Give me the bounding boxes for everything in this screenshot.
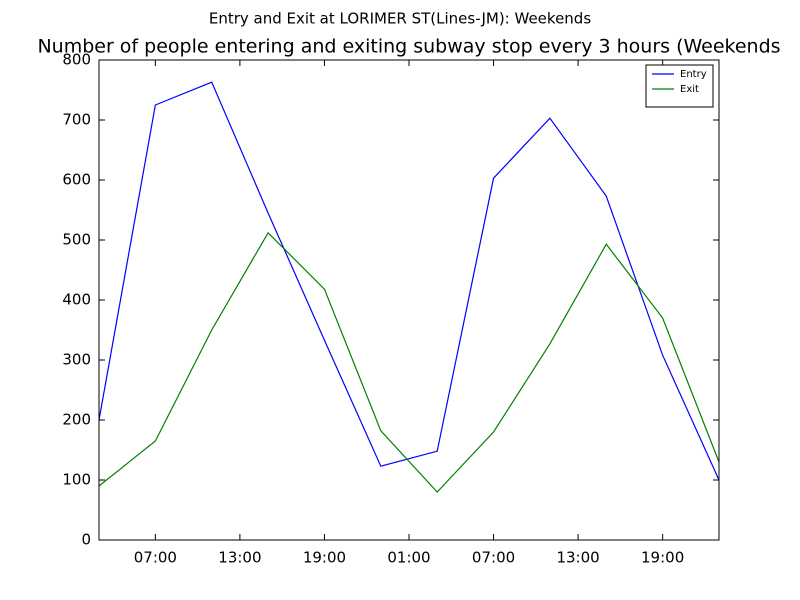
y-tick-label: 600 xyxy=(62,171,91,189)
y-tick-label: 100 xyxy=(62,471,91,489)
x-tick-label: 13:00 xyxy=(218,549,261,567)
x-tick-label: 01:00 xyxy=(387,549,430,567)
y-tick-label: 800 xyxy=(62,51,91,69)
x-tick-label: 07:00 xyxy=(134,549,177,567)
legend-label: Entry xyxy=(680,69,707,80)
legend-label: Exit xyxy=(680,84,699,95)
legend-box xyxy=(645,64,714,108)
y-tick-label: 400 xyxy=(62,291,91,309)
plot-frame xyxy=(98,59,720,541)
chart-title: Number of people entering and exiting su… xyxy=(37,36,780,58)
series-line xyxy=(98,81,720,481)
y-tick-label: 200 xyxy=(62,411,91,429)
x-tick-label: 07:00 xyxy=(472,549,515,567)
x-tick-label: 19:00 xyxy=(303,549,346,567)
series-line xyxy=(98,231,720,493)
x-tick-label: 13:00 xyxy=(556,549,599,567)
y-tick-label: 0 xyxy=(81,531,91,549)
y-tick-label: 700 xyxy=(62,111,91,129)
suptitle: Entry and Exit at LORIMER ST(Lines-JM): … xyxy=(209,10,591,28)
y-tick-label: 300 xyxy=(62,351,91,369)
x-tick-label: 19:00 xyxy=(641,549,684,567)
y-tick-label: 500 xyxy=(62,231,91,249)
